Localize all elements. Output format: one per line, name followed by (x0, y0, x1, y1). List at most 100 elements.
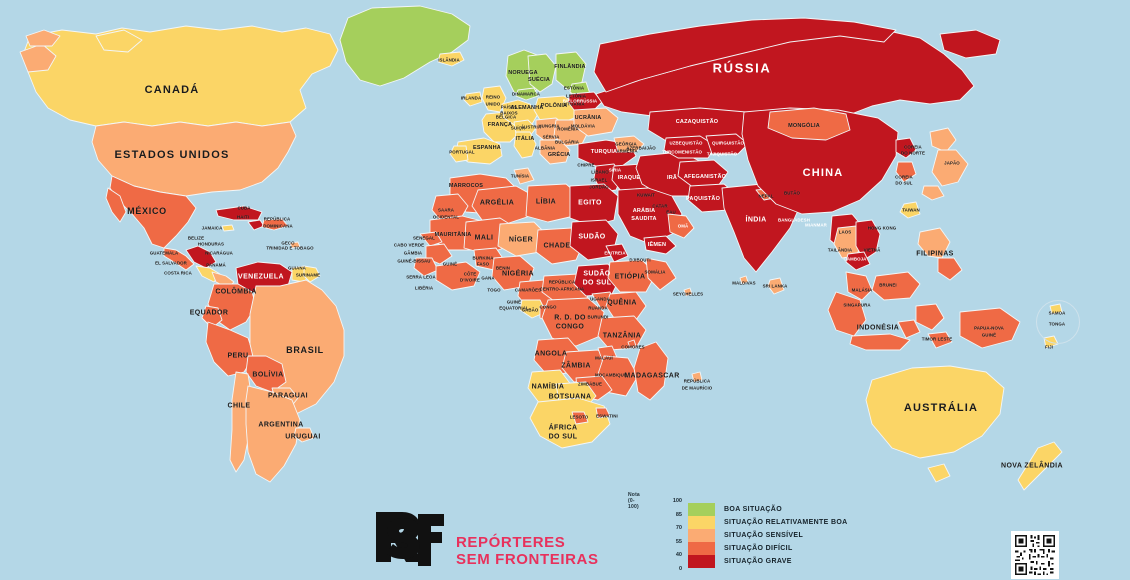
legend-item-label: BOA SITUAÇÃO (724, 506, 782, 513)
country-yemen (643, 235, 677, 255)
legend-item: BOA SITUAÇÃO (688, 503, 848, 516)
legend-scale: 100 85 70 55 40 0 (656, 498, 682, 572)
country-tunisia (513, 167, 535, 185)
country-mauritius (691, 371, 703, 383)
country-egypt (569, 183, 619, 227)
legend-scale-value: 0 (678, 566, 682, 572)
country-japan-honshu (931, 149, 969, 187)
country-portugal (449, 145, 469, 163)
country-canada-north (95, 29, 143, 53)
country-senegal (419, 231, 443, 247)
country-russia-north (593, 17, 897, 93)
country-greece-balkans (539, 139, 571, 165)
country-dr-congo (541, 297, 605, 347)
legend-item-label: SITUAÇÃO GRAVE (724, 558, 792, 565)
country-mongolia (767, 107, 851, 141)
country-saudi-arabia (617, 187, 683, 245)
country-ivory-coast-ghana (435, 261, 481, 291)
country-comoros (627, 339, 637, 349)
legend-item: SITUAÇÃO DIFÍCIL (688, 542, 848, 555)
country-lesotho (571, 411, 589, 425)
country-madagascar (633, 341, 669, 401)
country-italy (513, 131, 537, 159)
legend-scale-value: 100 (672, 498, 682, 504)
country-kyrgyzstan-tajikistan (705, 133, 749, 155)
country-eswatini (595, 407, 611, 419)
country-timor (927, 331, 953, 349)
country-south-africa (529, 397, 611, 449)
legend-scale-value: 55 (675, 538, 682, 545)
country-denmark (515, 87, 539, 101)
country-laos-vietnam (855, 219, 881, 261)
country-peru (205, 321, 255, 377)
country-ecuador (201, 305, 223, 329)
country-iceland (437, 51, 465, 67)
legend-item-label: SITUAÇÃO RELATIVAMENTE BOA (724, 519, 848, 526)
country-south-korea (895, 161, 917, 183)
pacific-inset-circle (1036, 300, 1080, 344)
country-mexico-baja (105, 187, 127, 223)
country-finland (555, 51, 587, 91)
country-sweden (527, 53, 557, 93)
legend-item-label: SITUAÇÃO SENSÍVEL (724, 532, 804, 539)
country-java (849, 333, 911, 351)
country-malaysia-peninsula (845, 271, 873, 301)
country-argentina (245, 385, 301, 483)
country-sierra-leone-liberia (413, 257, 439, 277)
qr-code[interactable] (1011, 531, 1059, 579)
country-new-zealand (1017, 441, 1063, 491)
country-caucasus (613, 135, 645, 153)
legend-item: SITUAÇÃO RELATIVAMENTE BOA (688, 516, 848, 529)
country-sri-lanka (767, 277, 785, 295)
country-suriname (303, 265, 321, 283)
legend-swatch (688, 516, 715, 529)
legend-item: SITUAÇÃO SENSÍVEL (688, 529, 848, 542)
country-dominican-republic (261, 218, 289, 231)
country-tasmania (927, 463, 951, 483)
country-borneo (871, 271, 921, 301)
country-ethiopia (607, 259, 657, 293)
rsf-logo: REPÓRTERES SEM FRONTEIRAS (374, 508, 599, 570)
country-sulawesi (915, 303, 945, 331)
country-ireland (463, 91, 483, 107)
country-somalia (645, 257, 677, 291)
country-russia-far-east (939, 29, 1001, 59)
country-maldives (739, 275, 749, 285)
country-nicaragua-honduras (185, 245, 217, 269)
country-china (741, 107, 899, 215)
country-canada (23, 25, 339, 127)
country-seychelles (683, 287, 693, 297)
country-uzbekistan-turkmenistan (663, 135, 717, 159)
country-japan-hokkaido (929, 127, 957, 153)
country-lesser-sunda (897, 319, 921, 339)
country-north-korea (895, 137, 917, 159)
country-philippines-mindanao (937, 257, 963, 281)
country-united-kingdom (481, 85, 507, 113)
legend-swatch (688, 503, 715, 516)
country-trinidad (289, 241, 301, 249)
country-papua-new-guinea (959, 307, 1021, 349)
legend-swatches: BOA SITUAÇÃO SITUAÇÃO RELATIVAMENTE BOA SI… (688, 503, 848, 568)
legend-item: SITUAÇÃO GRAVE (688, 555, 848, 568)
country-canada-nw-islands (25, 29, 61, 47)
legend-note-label: Nota (0-100) (628, 492, 640, 510)
country-oman (667, 213, 695, 239)
country-australia (865, 365, 1005, 459)
country-algeria (471, 185, 535, 225)
country-guatemala-honduras-belt (163, 247, 195, 271)
country-jamaica (221, 224, 235, 232)
legend-scale-value: 70 (675, 525, 682, 532)
country-uruguay (293, 427, 315, 443)
legend-swatch (688, 542, 715, 555)
legend-scale-value: 85 (675, 511, 682, 518)
legend-swatch (688, 555, 715, 568)
rsf-line-1: REPÓRTERES (456, 534, 566, 551)
country-germany (501, 99, 539, 127)
rsf-wordmark: REPÓRTERES SEM FRONTEIRAS (456, 534, 599, 568)
country-japan-kyushu (921, 185, 945, 201)
rsf-monogram-icon (374, 508, 452, 570)
legend-item-label: SITUAÇÃO DIFÍCIL (724, 545, 793, 552)
country-taiwan (899, 201, 921, 219)
